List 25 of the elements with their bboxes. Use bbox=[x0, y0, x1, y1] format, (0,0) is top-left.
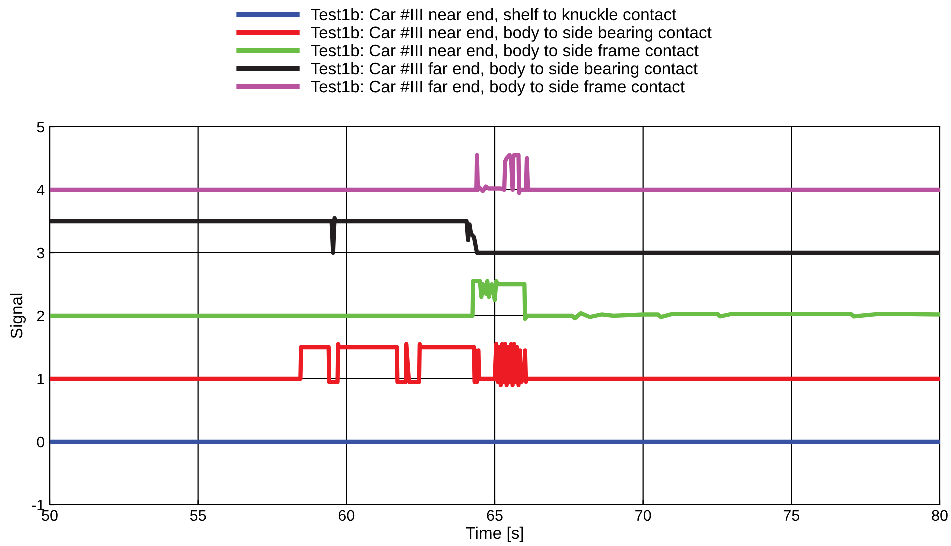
legend-label: Test1b: Car #III near end, body to side bearing contact bbox=[311, 26, 712, 42]
line-series bbox=[50, 279, 940, 322]
x-axis-title: Time [s] bbox=[466, 526, 524, 542]
x-tick-label: 60 bbox=[338, 510, 355, 522]
legend-label: Test1b: Car #III far end, body to side frame contact bbox=[311, 80, 685, 96]
y-tick-label: 2 bbox=[37, 310, 44, 322]
x-tick-label: 50 bbox=[42, 510, 58, 522]
x-tick-label: 75 bbox=[784, 510, 800, 522]
y-tick-label: -1 bbox=[32, 500, 44, 511]
y-tick-label: 3 bbox=[37, 248, 44, 259]
x-tick-label: 65 bbox=[487, 510, 503, 522]
y-axis-title: Signal bbox=[10, 294, 26, 338]
x-tick-label: 70 bbox=[636, 510, 652, 522]
y-tick-label: 1 bbox=[38, 374, 44, 385]
line-series bbox=[50, 216, 940, 256]
y-tick-label: 5 bbox=[37, 122, 44, 133]
x-tick-label: 80 bbox=[932, 510, 948, 522]
legend-label: Test1b: Car #III near end, shelf to knuckle contact bbox=[311, 8, 677, 23]
y-tick-label: 0 bbox=[37, 436, 45, 448]
line-series bbox=[50, 342, 940, 388]
legend-label: Test1b: Car #III near end, body to side frame contact bbox=[311, 44, 699, 60]
x-tick-label: 55 bbox=[190, 510, 206, 522]
y-tick-label: 4 bbox=[36, 185, 45, 196]
line-series bbox=[50, 153, 940, 196]
legend-label: Test1b: Car #III far end, body to side bearing contact bbox=[311, 62, 698, 78]
